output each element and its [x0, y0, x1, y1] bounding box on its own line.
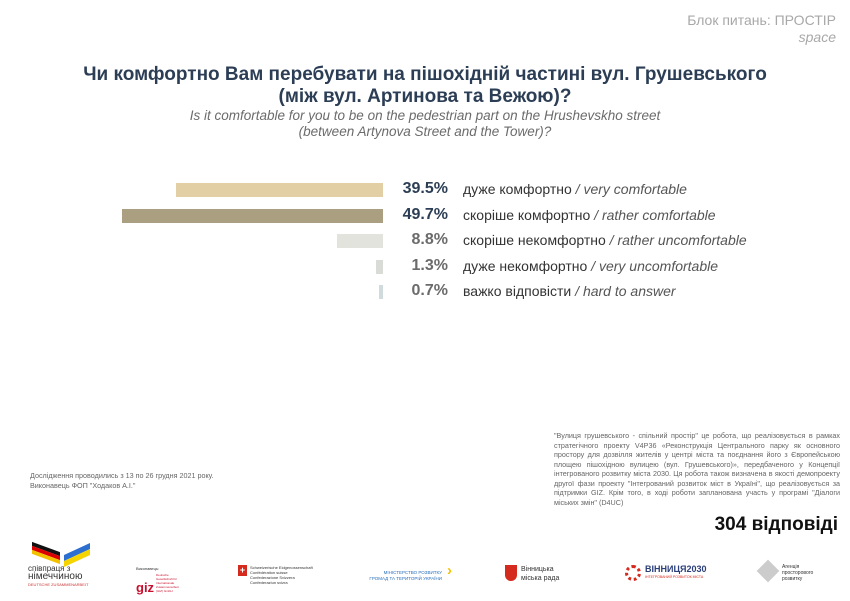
bar	[122, 208, 383, 223]
logo-text: розвитку	[782, 576, 803, 582]
logo-text: Confederaziun svizra	[250, 580, 288, 585]
category-uk: скоріше некомфортно	[463, 232, 606, 248]
swiss-cross-icon: +	[238, 565, 247, 576]
bar-chart: 39.5% дуже комфортно / very comfortable 49…	[0, 176, 850, 316]
question-subtitle: Is it comfortable for you to be on the p…	[0, 108, 850, 140]
response-count: 304 відповіді	[714, 514, 838, 535]
flag-ribbon-icon	[28, 541, 108, 568]
logo-giz: Виконавець: giz Deutsche Gesellschaft fü…	[136, 565, 196, 595]
chevron-icon: ›	[447, 562, 452, 579]
logo-text: Агенція	[782, 564, 800, 570]
category-label: скоріше комфортно / rather comfortable	[463, 206, 716, 223]
coat-of-arms-icon	[505, 565, 517, 581]
logo-germany-cooperation: співпраця з німеччиною DEUTSCHE ZUSAMMEN…	[28, 541, 108, 589]
block-label-en: space	[798, 29, 836, 45]
category-label: важко відповісти / hard to answer	[463, 283, 676, 299]
category-en: very comfortable	[583, 181, 687, 197]
data-label: 8.8%	[411, 231, 448, 248]
subtitle-line: (between Artynova Street and the Tower)?	[298, 124, 552, 139]
logo-text: giz	[136, 580, 155, 595]
logo-text: Schweizerische Eidgenossenschaft	[250, 565, 313, 570]
data-label: 49.7%	[402, 205, 448, 223]
category-label: дуже некомфортно / very uncomfortable	[463, 257, 719, 274]
category-uk: важко відповісти	[463, 283, 572, 299]
category-en: hard to answer	[582, 283, 676, 299]
category-uk: дуже комфортно	[463, 181, 572, 197]
data-label: 39.5%	[402, 180, 448, 197]
logo-text: Вінницька	[521, 566, 554, 573]
logo-text: МІНІСТЕРСТВО РОЗВИТКУ	[383, 570, 442, 575]
logo-text: DEUTSCHE ZUSAMMENARBEIT	[28, 582, 89, 587]
logo-vinnytsia-council: Вінницька міська рада	[505, 565, 575, 583]
category-en: rather uncomfortable	[617, 232, 747, 248]
block-label-uk: Блок питань: ПРОСТІР	[687, 12, 836, 28]
data-label: 0.7%	[411, 282, 448, 299]
bar	[175, 183, 383, 197]
study-contractor: Виконавець ФОП "Ходаков А.І."	[30, 480, 136, 490]
category-label: дуже комфортно / very comfortable	[463, 181, 687, 197]
diamond-icon	[756, 559, 780, 583]
logo-text: Confederazione Svizzera	[250, 575, 295, 580]
logo-text: Deutsche Gesellschaft für Internationale…	[156, 573, 179, 593]
logo-text: просторового	[782, 570, 814, 576]
logo-text: ІНТЕГРОВАНИЙ РОЗВИТОК МІСТА	[645, 575, 704, 579]
bar	[336, 234, 383, 248]
data-label: 1.3%	[411, 256, 448, 274]
logo-text: Виконавець:	[136, 566, 160, 571]
title-line: (між вул. Артинова та Вежою)?	[278, 86, 572, 107]
category-uk: скоріше комфортно	[463, 206, 591, 223]
gear-icon	[625, 565, 641, 581]
logo-text: ГРОМАД ТА ТЕРИТОРІЙ УКРАЇНИ	[369, 576, 442, 581]
category-en: rather comfortable	[601, 206, 716, 223]
bar	[376, 259, 383, 274]
title-line: Чи комфортно Вам перебувати на пішохідні…	[83, 64, 767, 85]
logo-vinnytsia-2030: ВІННИЦЯ2030 ІНТЕГРОВАНИЙ РОЗВИТОК МІСТА	[625, 565, 720, 581]
partner-logos: співпраця з німеччиною DEUTSCHE ZUSAMMEN…	[0, 541, 850, 595]
study-dates: Дослідження проводились з 13 по 26 грудн…	[30, 471, 214, 480]
study-info: Дослідження проводились з 13 по 26 грудн…	[30, 471, 214, 490]
logo-text: Confédération suisse	[250, 570, 288, 575]
category-label: скоріше некомфортно / rather uncomfortab…	[463, 232, 747, 248]
category-en: very uncomfortable	[598, 257, 719, 274]
logo-swiss: + Schweizerische Eidgenossenschaft Confé…	[238, 565, 328, 585]
logo-text: ВІННИЦЯ2030	[645, 564, 707, 574]
logo-ministry: › МІНІСТЕРСТВО РОЗВИТКУ ГРОМАД ТА ТЕРИТО…	[362, 562, 452, 582]
bar	[379, 285, 383, 299]
logo-text: міська рада	[521, 575, 560, 582]
project-note: "Вулиця грушевського - спільний простір"…	[554, 431, 840, 507]
logo-spatial-agency: Агенція просторового розвитку	[756, 559, 828, 583]
question-title: Чи комфортно Вам перебувати на пішохідні…	[0, 64, 850, 108]
logo-text: німеччиною	[28, 571, 83, 582]
logo-text: співпраця з	[28, 564, 71, 573]
category-uk: дуже некомфортно	[463, 257, 588, 274]
question-block-label: Блок питань: ПРОСТІР space	[687, 12, 836, 46]
subtitle-line: Is it comfortable for you to be on the p…	[189, 108, 661, 123]
